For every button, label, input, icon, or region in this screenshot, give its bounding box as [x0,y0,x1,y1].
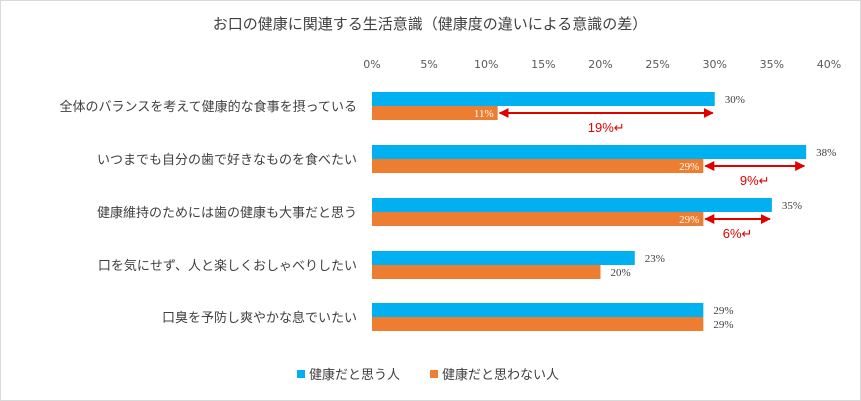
data-label-s1-c2: 29% [679,214,699,226]
bar-s1-c1 [372,159,704,173]
data-label-s1-c3: 20% [611,267,631,279]
bar-s0-c4 [372,303,704,317]
bar-s1-c3 [372,265,601,279]
difference-label-1: 9%↵ [740,173,770,188]
data-label-s1-c4: 29% [713,319,733,331]
x-tick-label-0: 0% [363,58,380,71]
chart-title: お口の健康に関連する生活意識（健康度の違いによる意識の差） [213,15,648,33]
difference-label-2: 6%↵ [723,226,753,241]
x-tick-label-3: 15% [531,58,555,71]
category-label-2: 健康維持のためには歯の健康も大事だと思う [97,205,357,221]
bar-s0-c3 [372,251,635,265]
data-label-s0-c1: 38% [816,147,836,159]
x-tick-label-6: 30% [703,58,727,71]
data-label-s1-c0: 11% [474,108,494,120]
legend-swatch-0 [297,370,305,378]
x-tick-label-4: 20% [588,58,612,71]
data-label-s0-c3: 23% [645,253,665,265]
legend-label-1: 健康だと思わない人 [442,367,559,383]
category-label-1: いつまでも自分の歯で好きなものを食べたい [97,152,357,168]
category-label-4: 口臭を予防し爽やかな息でいたい [162,310,357,326]
bar-s1-c0 [372,106,498,120]
x-tick-label-8: 40% [817,58,841,71]
data-label-s0-c2: 35% [782,200,802,212]
difference-annotations: 19%↵ 9%↵ 6%↵ [498,108,806,241]
bar-s0-c0 [372,92,715,106]
category-label-0: 全体のバランスを考えて健康的な食事を摂っている [60,99,357,115]
category-label-3: 口を気にせず、人と楽しくおしゃべりしたい [98,258,357,274]
x-tick-label-7: 35% [760,58,784,71]
bar-s0-c2 [372,198,772,212]
x-tick-label-1: 5% [420,58,437,71]
data-label-s1-c1: 29% [679,161,699,173]
x-tick-label-5: 25% [645,58,669,71]
legend: 健康だと思う人 健康だと思わない人 [297,367,559,383]
legend-label-0: 健康だと思う人 [309,367,400,383]
difference-label-0: 19%↵ [588,120,625,135]
bar-series [372,92,807,331]
data-label-s0-c4: 29% [713,305,733,317]
bar-s0-c1 [372,145,807,159]
bar-s1-c4 [372,317,704,331]
x-tick-label-2: 10% [474,58,498,71]
data-labels: 30% 38% 35% 23% 29% 11% 29% 29% 20% 29% [474,94,836,331]
x-axis-ticks: 0% 5% 10% 15% 20% 25% 30% 35% 40% [363,58,841,71]
legend-swatch-1 [430,370,438,378]
data-label-s0-c0: 30% [725,94,745,106]
bar-s1-c2 [372,212,704,226]
category-labels: 全体のバランスを考えて健康的な食事を摂っているいつまでも自分の歯で好きなものを食… [60,99,357,326]
